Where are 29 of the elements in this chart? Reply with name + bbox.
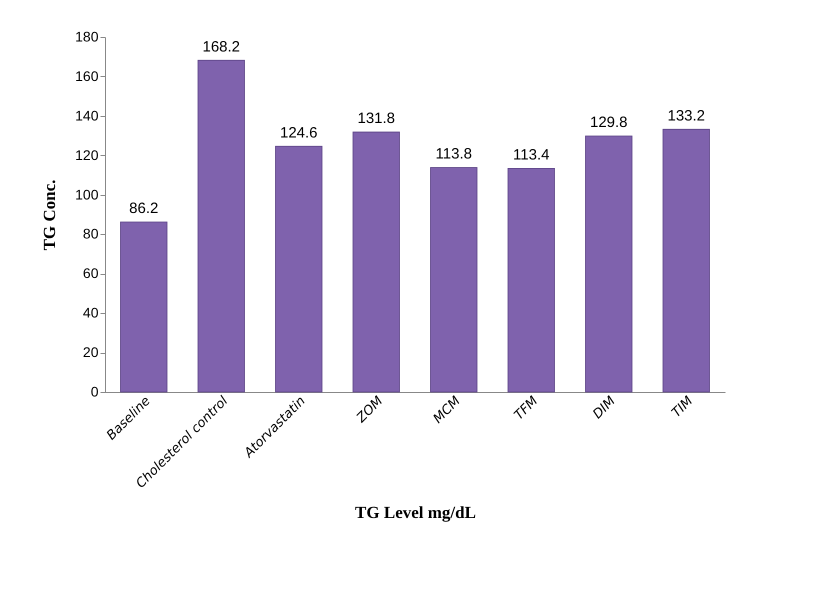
data-label: 113.4 xyxy=(513,146,550,164)
data-label: 129.8 xyxy=(590,114,628,132)
x-axis-title: TG Level mg/dL xyxy=(355,502,476,522)
bar xyxy=(430,167,478,392)
y-tick-label: 160 xyxy=(75,68,99,84)
y-tick-label: 100 xyxy=(75,186,99,202)
data-label: 131.8 xyxy=(357,110,396,128)
y-tick-label: 180 xyxy=(75,28,99,44)
data-label: 86.2 xyxy=(129,200,158,217)
x-tick-label: TIM xyxy=(669,394,696,421)
y-tick-label: 80 xyxy=(82,226,99,242)
bar xyxy=(585,136,632,392)
y-tick-label: 40 xyxy=(82,304,99,321)
data-label: 113.8 xyxy=(436,146,472,163)
data-label: 133.2 xyxy=(667,107,706,124)
bar xyxy=(508,168,555,392)
bar xyxy=(352,132,400,392)
y-tick-label: 20 xyxy=(82,344,99,360)
bar xyxy=(275,146,322,392)
y-tick-label: 120 xyxy=(75,146,99,163)
bar xyxy=(120,222,168,392)
y-tick-label: 0 xyxy=(90,384,99,400)
bar xyxy=(662,128,710,392)
y-axis-title: TG Conc. xyxy=(40,180,60,250)
data-label: 168.2 xyxy=(202,38,240,56)
y-tick-label: 60 xyxy=(82,265,99,282)
bar xyxy=(198,60,245,392)
data-label: 124.6 xyxy=(280,124,318,142)
y-tick-label: 140 xyxy=(75,107,99,124)
